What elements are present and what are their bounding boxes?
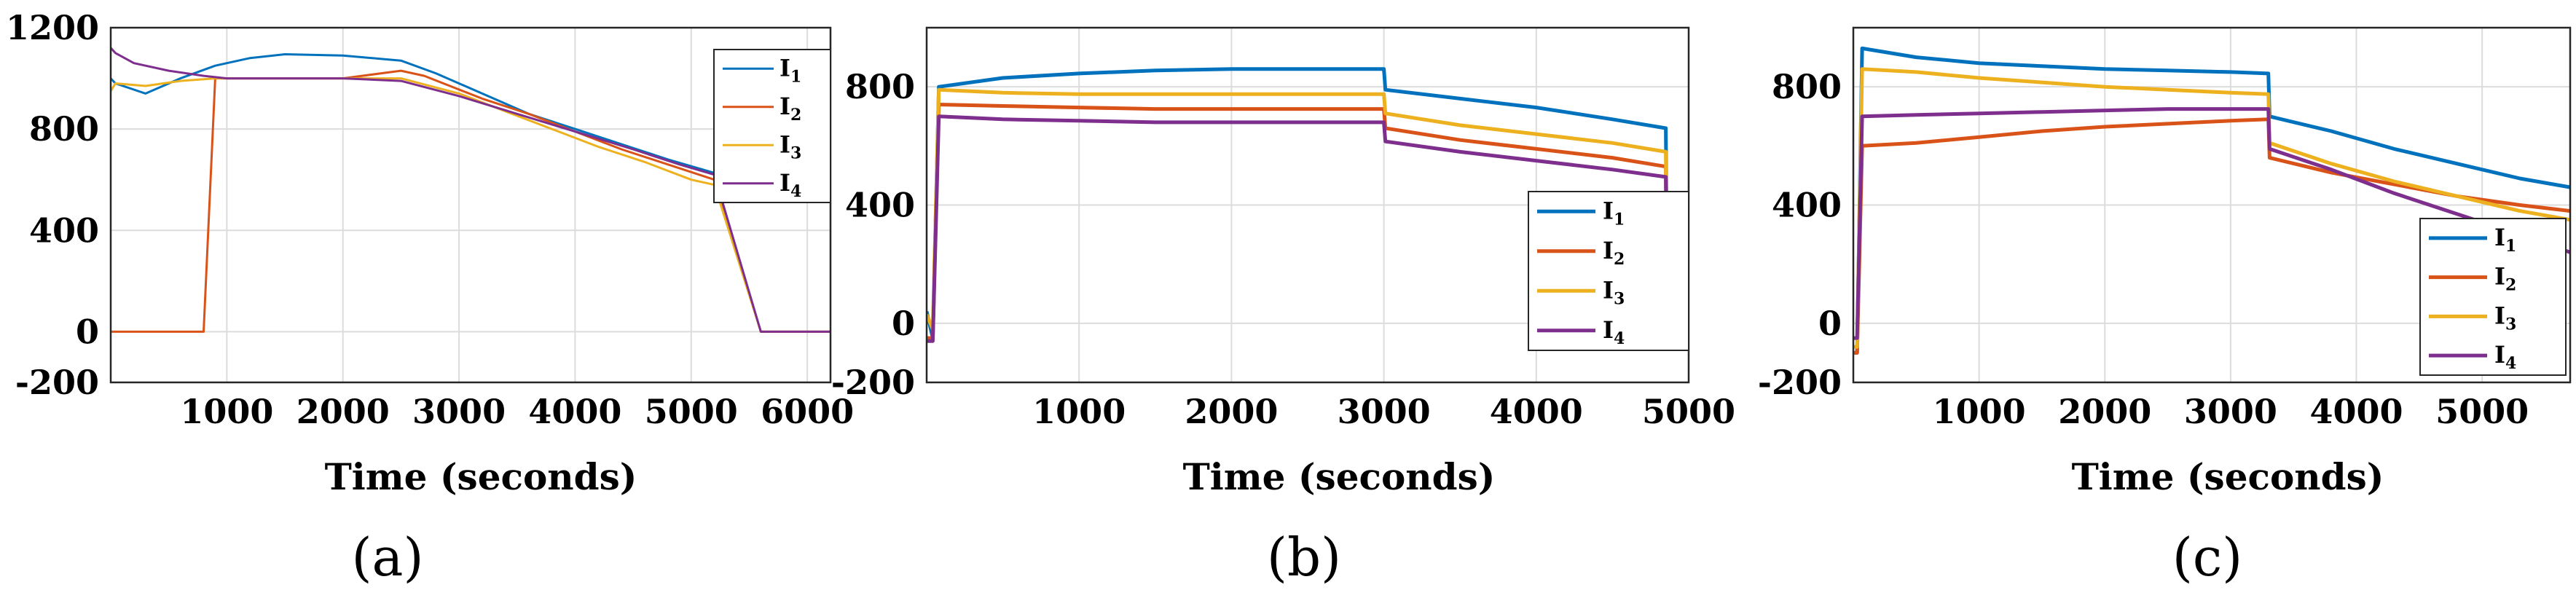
x-tick-label: 2000 [297, 392, 390, 431]
x-tick-label: 2000 [1185, 392, 1278, 431]
x-axis-label-a: Time (seconds) [325, 455, 637, 498]
legend-label-I4: I4 [2494, 341, 2516, 373]
y-tick-label: 800 [1772, 67, 1842, 106]
x-tick-label: 4000 [1490, 392, 1583, 431]
series-line-I1 [1853, 46, 2570, 355]
y-tick-label: 400 [29, 211, 99, 250]
panel-label-a: (a) [351, 527, 423, 588]
y-tick-label: 400 [845, 186, 915, 225]
x-axis-label-c: Time (seconds) [2072, 455, 2384, 498]
x-axis-label-b: Time (seconds) [1183, 455, 1496, 498]
axes-frame [1852, 26, 2572, 384]
legend-box [2419, 218, 2567, 376]
series-line-I2 [927, 103, 1689, 340]
legend-label-I1: I1 [2494, 224, 2516, 256]
y-tick-label: -200 [15, 363, 99, 402]
y-tick-label: -200 [1758, 363, 1842, 402]
y-tick-label: 800 [29, 109, 99, 149]
series-line-I1 [927, 67, 1689, 340]
x-tick-label: 4000 [2310, 392, 2403, 431]
legend-box [1528, 191, 1689, 351]
chart-panel-a: (a) Time (seconds) 1000 2000 3000 4000 5000 6… [6, 8, 854, 588]
y-tick-label: 0 [892, 304, 915, 343]
panel-label-b: (b) [1267, 527, 1341, 588]
x-tick-label: 1000 [180, 392, 273, 431]
y-tick-label: 800 [845, 67, 915, 106]
y-tick-label: 400 [1772, 186, 1842, 225]
series-group [927, 67, 1689, 343]
x-tick-label: 1000 [1933, 392, 2026, 431]
legend-box [713, 49, 831, 203]
series-line-I2 [111, 69, 830, 333]
y-tick-label: -200 [831, 363, 915, 402]
series-line-I3 [927, 87, 1689, 331]
x-tick-label: 2000 [2058, 392, 2151, 431]
series-group [1853, 46, 2570, 355]
y-tick-label: 0 [76, 312, 99, 351]
x-tick-label: 3000 [2184, 392, 2277, 431]
series-line-I3 [1853, 67, 2570, 349]
series-line-I4 [1853, 107, 2570, 340]
series-line-I4 [927, 114, 1689, 343]
x-tick-label: 5000 [2435, 392, 2529, 431]
series-line-I1 [111, 53, 830, 201]
y-tick-label: 1200 [6, 8, 99, 47]
panel-label-c: (c) [2172, 527, 2243, 588]
y-tick-label: 0 [1818, 304, 1842, 343]
series-line-I4 [111, 47, 830, 333]
x-tick-label: 6000 [761, 392, 854, 431]
x-tick-label: 3000 [412, 392, 506, 431]
x-tick-label: 3000 [1338, 392, 1431, 431]
x-tick-label: 5000 [1642, 392, 1735, 431]
chart-panel-c: (c) Time (seconds) 1000 2000 3000 4000 5000-… [1758, 26, 2572, 588]
chart-panel-b: (b) Time (seconds) 1000 2000 3000 4000 5000-… [831, 26, 1735, 588]
axes-frame [109, 26, 832, 384]
x-tick-label: 5000 [645, 392, 738, 431]
series-group [111, 47, 830, 333]
x-tick-label: 1000 [1032, 392, 1126, 431]
x-tick-label: 4000 [528, 392, 621, 431]
